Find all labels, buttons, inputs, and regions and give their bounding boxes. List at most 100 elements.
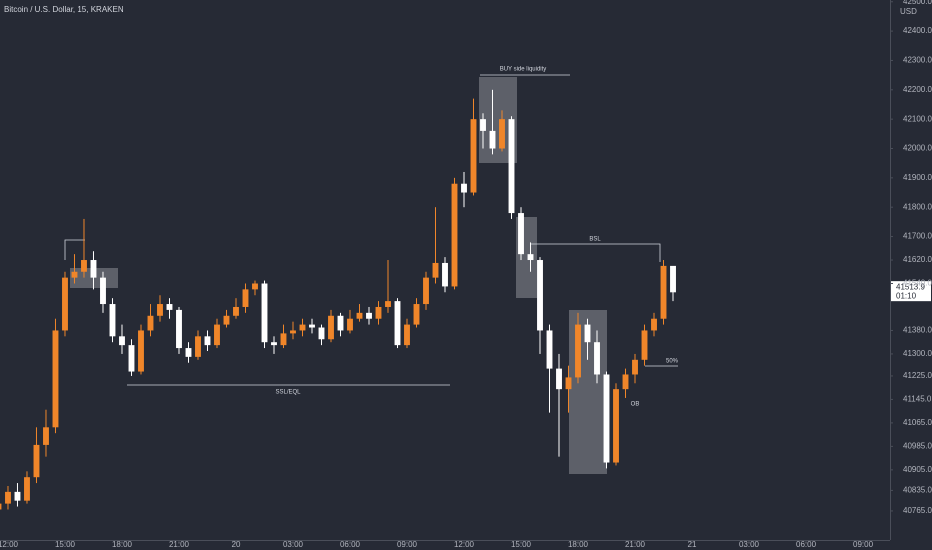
candle-body — [119, 336, 125, 346]
zone-box — [70, 268, 118, 288]
annotation-text: OB — [631, 402, 640, 408]
candle-body — [480, 119, 486, 131]
candle-body — [594, 342, 600, 375]
candle-body — [261, 283, 268, 343]
x-tick-label: 15:00 — [55, 540, 76, 549]
annotation-text: BUY side liquidity — [500, 67, 547, 73]
candle-body — [271, 342, 277, 346]
candle-body — [423, 277, 429, 305]
candle-body — [670, 265, 676, 293]
y-tick-label: 41300.0 — [903, 349, 932, 358]
candle-body — [603, 374, 610, 463]
x-tick-label: 06:00 — [340, 540, 361, 549]
candle-body — [632, 359, 638, 375]
candle-body — [394, 301, 401, 346]
y-axis-label: USD — [900, 7, 917, 16]
y-tick-label: 42300.0 — [903, 56, 932, 65]
x-tick-label: 06:00 — [796, 540, 817, 549]
candle-body — [575, 324, 581, 378]
candle-body — [128, 345, 135, 372]
last-price: 41513.9 — [896, 282, 925, 291]
candle-body — [451, 183, 458, 287]
y-tick-label: 41900.0 — [903, 173, 932, 182]
candle-body — [299, 324, 306, 331]
candle-body — [157, 304, 163, 316]
candle-body — [508, 119, 515, 214]
candle-body — [195, 336, 201, 357]
last-price-tag — [891, 281, 931, 302]
candle-body — [337, 315, 344, 331]
bsl-line — [530, 243, 661, 262]
y-tick-label: 42500.0 — [903, 0, 932, 6]
candle-body — [375, 306, 382, 319]
x-tick-label: 18:00 — [568, 540, 589, 549]
candle-body — [613, 389, 619, 463]
candle-body — [565, 377, 572, 390]
x-tick-label: 18:00 — [112, 540, 133, 549]
y-tick-label: 41145.0 — [903, 395, 932, 404]
candle-body — [204, 336, 211, 346]
candle-body — [214, 324, 220, 346]
annotation-text: BSL — [589, 237, 601, 243]
eql-line — [64, 239, 85, 260]
candle-body — [385, 301, 391, 307]
y-tick-label: 41700.0 — [903, 232, 932, 241]
x-tick-label: 09:00 — [397, 540, 418, 549]
y-tick-label: 41800.0 — [903, 202, 932, 211]
candle-body — [347, 318, 353, 331]
candle-body — [71, 271, 78, 278]
y-tick-label: 40835.0 — [903, 486, 932, 495]
candle-body — [290, 330, 296, 334]
y-tick-label: 42000.0 — [903, 144, 932, 153]
candle-body — [52, 330, 59, 428]
candle-body — [461, 183, 467, 193]
y-tick-label: 42400.0 — [903, 26, 932, 35]
candle-body — [432, 262, 439, 278]
candle-body — [489, 130, 496, 149]
annotation-text: 50% — [666, 359, 679, 365]
candle-body — [584, 324, 591, 343]
x-tick-label: 21:00 — [169, 540, 190, 549]
candle-body — [0, 503, 2, 510]
y-tick-label: 40765.0 — [903, 506, 932, 515]
y-tick-label: 42100.0 — [903, 114, 932, 123]
candles: 41513.901:10 — [0, 89, 931, 510]
candle-body — [660, 265, 667, 319]
candle-body — [233, 306, 239, 316]
candle-body — [527, 254, 534, 261]
x-tick-label: 03:00 — [739, 540, 760, 549]
countdown: 01:10 — [896, 291, 917, 300]
y-tick-label: 41065.0 — [903, 418, 932, 427]
candle-body — [470, 119, 477, 193]
x-tick-label: 20 — [232, 540, 241, 549]
candle-body — [328, 315, 334, 340]
candle-body — [14, 491, 21, 501]
x-tick-label: 12:00 — [0, 540, 19, 549]
y-tick-label: 41380.0 — [903, 326, 932, 335]
candle-body — [309, 324, 315, 328]
y-tick-label: 41620.0 — [903, 255, 932, 264]
x-tick-label: 21:00 — [625, 540, 646, 549]
y-tick-label: 40905.0 — [903, 465, 932, 474]
candle-body — [537, 260, 543, 331]
x-tick-label: 21 — [688, 540, 697, 549]
candle-body — [223, 315, 230, 325]
candle-body — [499, 119, 505, 149]
y-tick-label: 41225.0 — [903, 371, 932, 380]
candle-body — [138, 330, 144, 372]
candle-body — [622, 374, 629, 390]
candle-body — [356, 312, 363, 319]
candle-body — [90, 260, 97, 278]
chart-title: Bitcoin / U.S. Dollar, 15, KRAKEN — [4, 5, 124, 14]
x-tick-label: 03:00 — [283, 540, 304, 549]
candle-body — [147, 315, 154, 331]
candle-body — [546, 330, 553, 369]
candle-body — [242, 289, 249, 307]
candle-body — [442, 262, 448, 287]
candle-body — [176, 309, 182, 349]
candle-body — [318, 327, 325, 340]
annotation-text: SSL/EQL — [275, 390, 301, 396]
